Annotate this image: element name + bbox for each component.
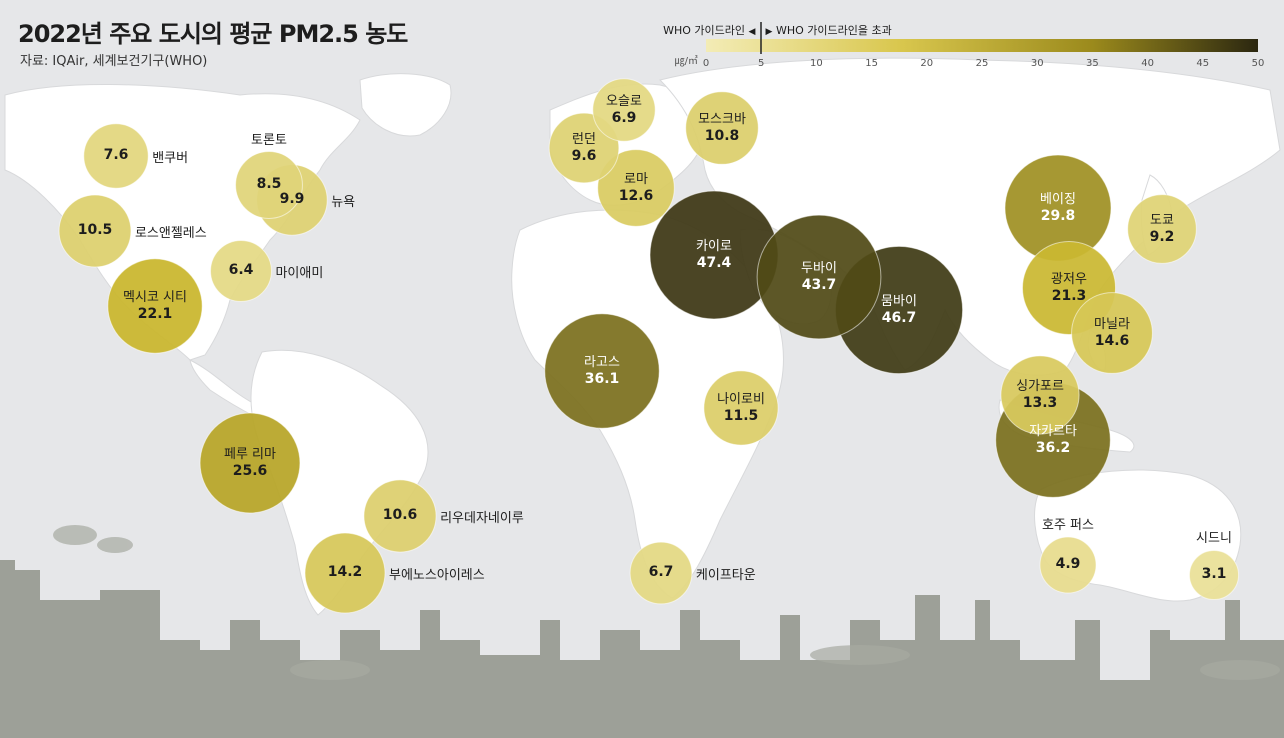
city-bubble (1071, 292, 1153, 374)
city-bubble (544, 313, 660, 429)
city-bubble (199, 412, 301, 514)
legend-who-guideline: WHO 가이드라인 (663, 24, 745, 37)
legend-tick-label: 35 (1086, 58, 1099, 69)
city-bubble (597, 149, 675, 227)
factory-skyline (0, 560, 1284, 738)
legend-tick-label: 45 (1196, 58, 1209, 69)
city-name: 부에노스아이레스 (389, 568, 485, 583)
color-legend: WHO 가이드라인 ◀ ▶ WHO 가이드라인을 초과 ㎍/㎥ 0 5 10 15 20… (663, 22, 1265, 69)
legend-right-arrow: ▶ (766, 27, 773, 37)
city-bubble (1188, 549, 1240, 601)
city-name: 밴쿠버 (152, 151, 189, 166)
legend-tick-label: 25 (976, 58, 989, 69)
legend-tick-label: 0 (703, 58, 709, 69)
city-name: 뉴욕 (331, 195, 356, 210)
city-bubble (363, 479, 437, 553)
legend-tick-label: 10 (810, 58, 823, 69)
chart-title: 2022년 주요 도시의 평균 PM2.5 농도 (18, 20, 408, 48)
city-bubble (685, 91, 759, 165)
city-bubble (235, 151, 303, 219)
legend-tick-label: 30 (1031, 58, 1044, 69)
city-bubble (83, 123, 149, 189)
chart-source: 자료: IQAir, 세계보건기구(WHO) (20, 54, 208, 69)
smoke-clouds (53, 525, 1280, 680)
city-bubble (1039, 536, 1097, 594)
legend-left-arrow: ◀ (749, 27, 756, 37)
legend-unit: ㎍/㎥ (675, 54, 698, 67)
legend-gradient-bar (706, 39, 1258, 52)
legend-tick-label: 40 (1141, 58, 1154, 69)
city-bubble (304, 532, 386, 614)
city-bubble (210, 240, 272, 302)
city-bubble (649, 190, 779, 320)
legend-tick-label: 20 (920, 58, 933, 69)
greenland-shape (359, 73, 452, 137)
city-bubble (58, 194, 132, 268)
city-name: 마이애미 (275, 266, 324, 281)
city-bubble (629, 541, 693, 605)
city-bubble (1127, 194, 1197, 264)
city-bubble (592, 78, 656, 142)
city-name: 리우데자네이루 (440, 511, 524, 526)
city-name: 케이프타운 (695, 568, 756, 583)
legend-who-exceeded: WHO 가이드라인을 초과 (776, 24, 892, 37)
legend-tick-label: 15 (865, 58, 878, 69)
city-name: 로스앤젤레스 (134, 226, 207, 241)
legend-tick-label: 50 (1252, 58, 1265, 69)
legend-tick-label: 5 (758, 58, 764, 69)
legend-ticks: 0 5 10 15 20 25 30 35 40 45 50 (703, 58, 1265, 69)
city-bubble (1000, 355, 1080, 435)
city-bubble (756, 214, 882, 340)
city-bubble (703, 370, 779, 446)
city-bubble (107, 258, 203, 354)
